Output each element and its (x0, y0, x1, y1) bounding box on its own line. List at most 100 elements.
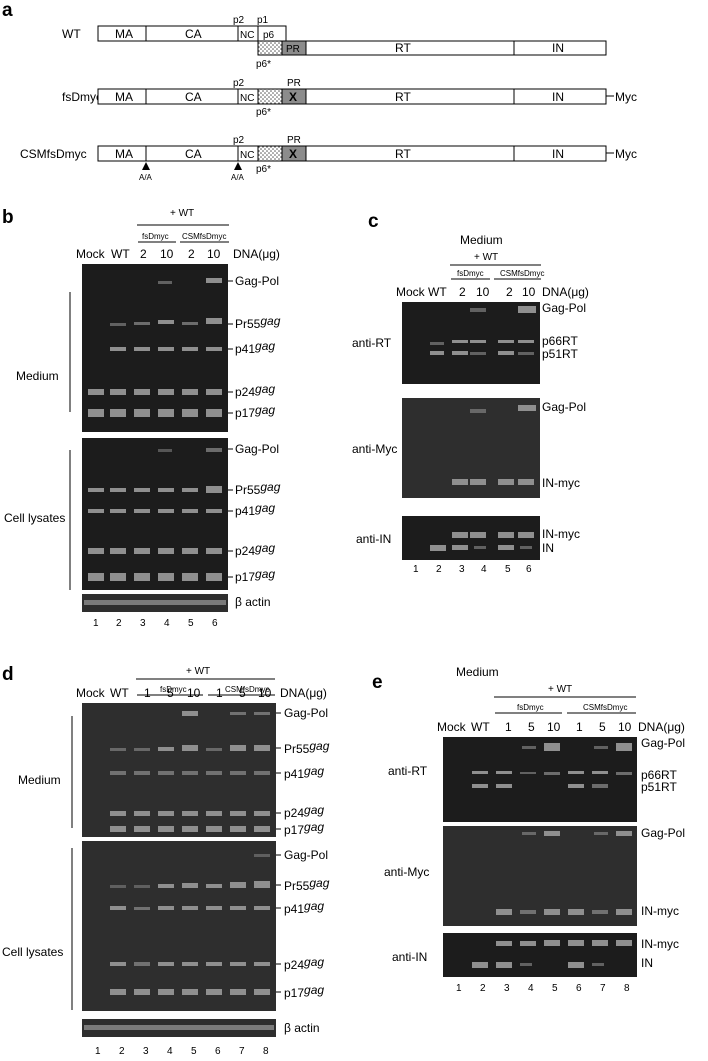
panel-c: c Medium + WT fsDmyc CSMfsDmyc Mock WT 2… (352, 211, 589, 575)
blot-anti-myc (443, 826, 637, 926)
lane-head: 10 (258, 686, 272, 700)
construct-name: WT (62, 27, 81, 41)
group-label: CSMfsDmyc (583, 703, 627, 712)
construct-wt: WT MA CA NC p6 PR RT IN p2 p1 p6* (62, 15, 607, 70)
panel-label-a: a (2, 0, 13, 21)
section-label: Medium (18, 773, 61, 787)
lane-number: 2 (119, 1046, 125, 1057)
blot-cell-lysates (82, 841, 276, 1011)
lane-number: 7 (239, 1046, 245, 1057)
lane-number: 1 (95, 1046, 101, 1057)
bands-e-myc (496, 831, 632, 915)
bands-e-rt (472, 743, 632, 788)
domain-p6-star (257, 40, 283, 56)
label-ma: MA (115, 90, 133, 104)
lane-number: 3 (504, 983, 510, 994)
band-label: p17gag (235, 567, 275, 584)
header-plus-wt: + WT (186, 666, 210, 677)
band-label: IN (641, 956, 653, 970)
label-myc: Myc (615, 90, 637, 104)
lane-number: 5 (191, 1046, 197, 1057)
bands-e-in (472, 940, 632, 968)
lane-head: 2 (140, 247, 147, 261)
panel-label-b: b (2, 207, 14, 228)
label-p2: p2 (233, 135, 245, 146)
band-label: p41gag (284, 899, 324, 916)
lane-number: 5 (552, 983, 558, 994)
group-label: CSMfsDmyc (500, 269, 544, 278)
panel-label-e: e (372, 672, 383, 693)
label-rt: RT (395, 41, 411, 55)
band-label: IN-myc (641, 937, 679, 951)
panel-d: d + WT fsDmyc CSMfsDmyc Mock WT 1 5 10 1… (2, 664, 330, 1057)
lane-head: 10 (618, 720, 632, 734)
bands-c-in (430, 532, 534, 551)
dna-label: DNA(μg) (542, 285, 589, 299)
antibody-label: anti-IN (392, 950, 427, 964)
band-label: p24gag (284, 955, 324, 972)
lane-head: 2 (459, 285, 466, 299)
blot-title: Medium (460, 233, 503, 247)
lane-number: 8 (263, 1046, 269, 1057)
lane-number: 4 (164, 618, 170, 629)
bands-d-medium (110, 711, 270, 832)
antibody-label: anti-RT (388, 764, 428, 778)
bands-b-cell (88, 448, 222, 581)
label-ca: CA (185, 90, 202, 104)
bands-c-myc (452, 405, 536, 485)
band-label: Gag-Pol (542, 400, 586, 414)
lane-head: WT (110, 686, 129, 700)
lane-number: 2 (116, 618, 122, 629)
panel-b: b + WT fsDmyc CSMfsDmyc Mock WT 2 10 2 1… (2, 207, 281, 629)
dna-label: DNA(μg) (233, 247, 280, 261)
lane-number: 7 (600, 983, 606, 994)
lane-head: 5 (528, 720, 535, 734)
label-rt: RT (395, 90, 411, 104)
lane-head: 10 (522, 285, 536, 299)
label-ca: CA (185, 27, 202, 41)
lane-head: 2 (506, 285, 513, 299)
lane-head: 1 (144, 686, 151, 700)
band-label: p24gag (284, 803, 324, 820)
blot-title: Medium (456, 665, 499, 679)
band-label: Gag-Pol (542, 301, 586, 315)
lane-number: 6 (212, 618, 218, 629)
band-label: p66RT (542, 334, 578, 348)
blot-medium (82, 703, 276, 837)
blot-cell-lysates (82, 438, 228, 590)
panel-a: a WT MA CA NC p6 PR RT IN p2 p1 p6* fsDm… (2, 0, 637, 182)
band-label: p51RT (641, 780, 677, 794)
construct-name: CSMfsDmyc (20, 147, 87, 161)
lane-number: 1 (456, 983, 462, 994)
band-label: Pr55gag (235, 314, 281, 331)
lane-number: 4 (481, 564, 487, 575)
antibody-label: anti-Myc (384, 865, 429, 879)
label-p6-star: p6* (256, 59, 271, 70)
blot-anti-rt (443, 737, 637, 822)
band-label: p41gag (284, 764, 324, 781)
band-label: p41gag (235, 501, 275, 518)
band-label: Pr55gag (235, 480, 281, 497)
lane-head: 2 (188, 247, 195, 261)
lane-number: 2 (436, 564, 442, 575)
lane-head: Mock (396, 285, 426, 299)
band-label: IN-myc (641, 904, 679, 918)
label-nc: NC (240, 30, 254, 41)
section-label: Cell lysates (4, 511, 65, 525)
lane-head: 1 (216, 686, 223, 700)
group-label: fsDmyc (517, 703, 544, 712)
label-p6-star: p6* (256, 164, 271, 175)
construct-name: fsDmyc (62, 90, 102, 104)
band-label: p41gag (235, 339, 275, 356)
domain-rt-in (305, 40, 607, 56)
band-label: Gag-Pol (284, 706, 328, 720)
domain-p6-star (257, 145, 283, 162)
mutation-arrow-icon (142, 162, 150, 170)
header-plus-wt: + WT (548, 684, 572, 695)
lane-number: 3 (140, 618, 146, 629)
band-label: p17gag (284, 820, 324, 837)
panel-label-c: c (368, 211, 379, 232)
band-label: p66RT (641, 768, 677, 782)
lane-head: 5 (599, 720, 606, 734)
